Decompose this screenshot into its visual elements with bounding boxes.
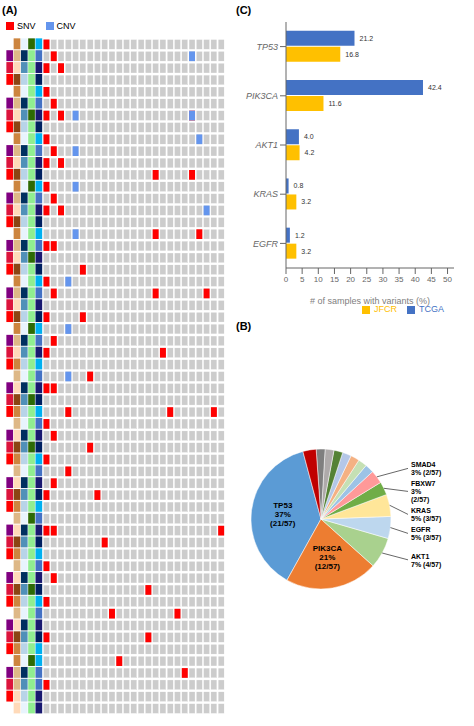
svg-text:25: 25 xyxy=(362,275,371,284)
svg-text:20: 20 xyxy=(346,275,355,284)
svg-text:AKT1: AKT1 xyxy=(254,140,278,150)
svg-text:45: 45 xyxy=(427,275,436,284)
svg-text:KRAS: KRAS xyxy=(253,189,278,199)
svg-text:1.2: 1.2 xyxy=(295,232,305,239)
html-text:JFCR: JFCR xyxy=(374,304,397,314)
svg-text:AKT17% (4/57): AKT17% (4/57) xyxy=(411,552,441,568)
html-text:(A): (A) xyxy=(2,4,18,16)
svg-text:TP53: TP53 xyxy=(256,42,278,52)
svg-text:EGFR: EGFR xyxy=(253,239,279,249)
svg-text:TP5337%(21/57): TP5337%(21/57) xyxy=(270,501,296,528)
svg-text:3.2: 3.2 xyxy=(301,198,311,205)
html-text:SNV: SNV xyxy=(17,21,36,31)
svg-text:PIK3CA: PIK3CA xyxy=(246,91,278,101)
svg-text:# of samples with variants (%): # of samples with variants (%) xyxy=(310,296,430,306)
svg-text:15: 15 xyxy=(330,275,339,284)
svg-text:4.0: 4.0 xyxy=(304,133,314,140)
html-text:(C): (C) xyxy=(236,4,252,16)
svg-text:16.8: 16.8 xyxy=(345,51,359,58)
svg-text:EGFR5% (3/57): EGFR5% (3/57) xyxy=(411,526,441,542)
svg-text:3.2: 3.2 xyxy=(301,248,311,255)
html-text:CNV: CNV xyxy=(56,21,76,31)
svg-text:FBXW73%(2/57): FBXW73%(2/57) xyxy=(411,480,436,504)
svg-text:4.2: 4.2 xyxy=(305,149,315,156)
svg-text:PIK3CA21%(12/57): PIK3CA21%(12/57) xyxy=(313,543,343,570)
svg-text:SMAD43% (2/57): SMAD43% (2/57) xyxy=(411,461,441,477)
html-text:TCGA: TCGA xyxy=(419,304,444,314)
svg-text:0: 0 xyxy=(284,275,289,284)
svg-text:42.4: 42.4 xyxy=(428,84,442,91)
svg-text:5: 5 xyxy=(300,275,305,284)
svg-text:30: 30 xyxy=(378,275,387,284)
svg-text:40: 40 xyxy=(411,275,420,284)
svg-text:50: 50 xyxy=(443,275,452,284)
svg-text:21.2: 21.2 xyxy=(359,35,373,42)
svg-text:KRAS5% (3/57): KRAS5% (3/57) xyxy=(411,507,441,523)
html-text:(B): (B) xyxy=(236,320,252,332)
svg-text:10: 10 xyxy=(314,275,323,284)
svg-text:0.8: 0.8 xyxy=(294,182,304,189)
svg-text:35: 35 xyxy=(395,275,404,284)
svg-text:11.6: 11.6 xyxy=(328,100,341,107)
